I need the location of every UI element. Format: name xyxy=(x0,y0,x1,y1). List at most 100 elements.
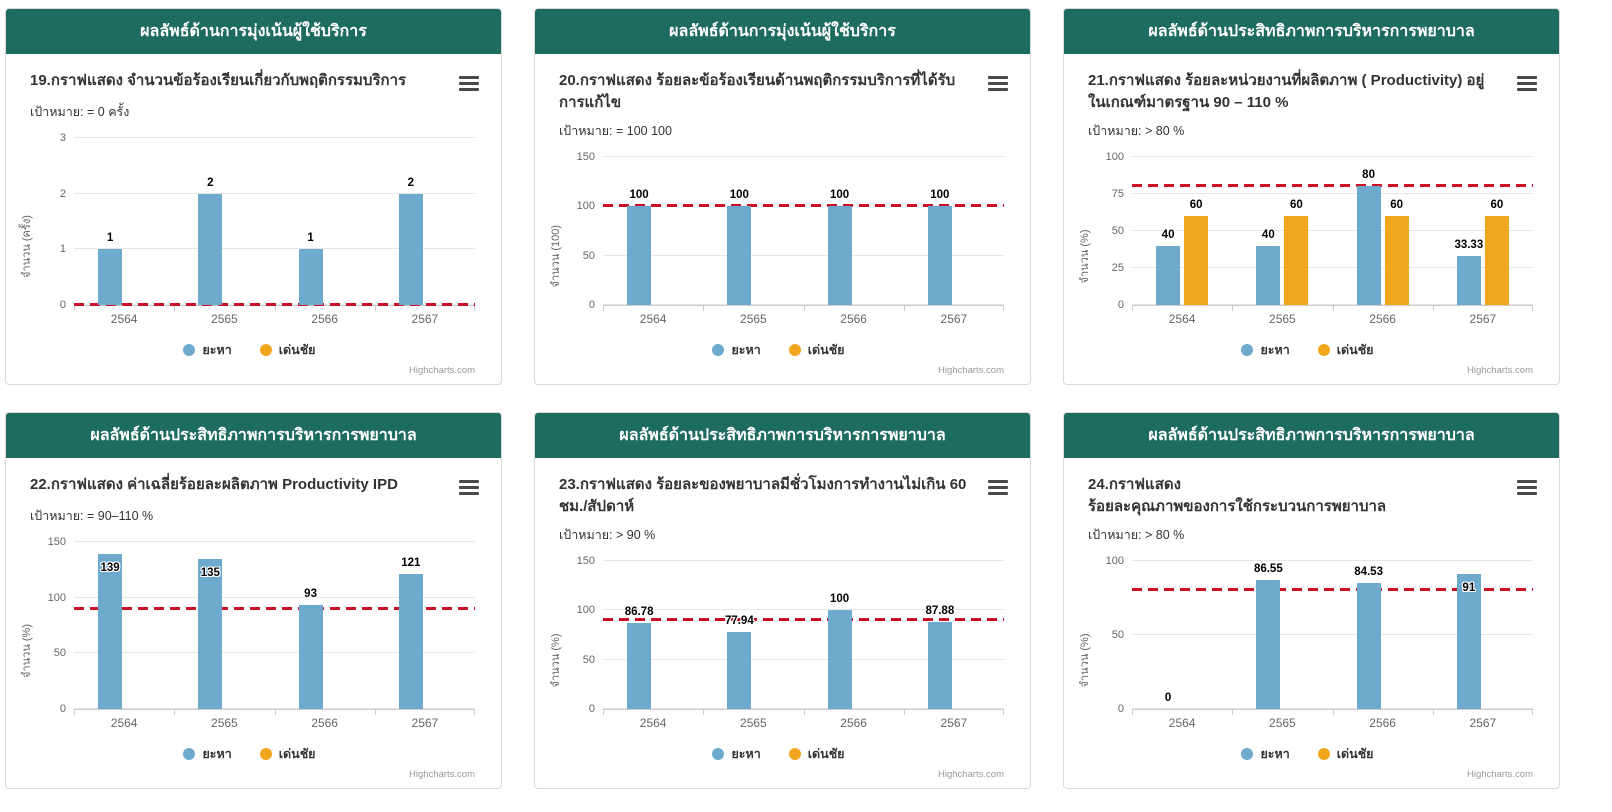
x-axis-label: 2567 xyxy=(940,716,968,730)
target-line xyxy=(1132,588,1533,592)
charts-dashboard: ผลลัพธ์ด้านการมุ่งเน้นผู้ใช้บริการ 19.กร… xyxy=(5,8,1560,789)
legend-item[interactable]: ยะหา xyxy=(1241,340,1290,360)
gridline xyxy=(74,248,475,250)
legend-label: ยะหา xyxy=(731,343,761,357)
legend-marker-icon xyxy=(788,748,801,760)
bar[interactable] xyxy=(927,622,952,709)
bar[interactable] xyxy=(1384,215,1409,305)
bar[interactable] xyxy=(1256,245,1281,305)
bar-value-label: 77.94 xyxy=(724,614,754,627)
hamburger-menu-icon[interactable] xyxy=(457,72,481,95)
bar[interactable] xyxy=(1456,255,1481,305)
x-axis-label: 2564 xyxy=(639,312,667,326)
bar-value-label: 86.55 xyxy=(1253,563,1283,576)
y-tick-label: 100 xyxy=(47,591,66,604)
legend-item[interactable]: เด่นชัย xyxy=(788,744,845,764)
y-tick-label: 0 xyxy=(1117,703,1124,715)
hamburger-menu-icon[interactable] xyxy=(986,476,1010,499)
x-tick xyxy=(274,709,276,715)
y-tick-label: 2 xyxy=(59,187,66,200)
legend-label: เด่นชัย xyxy=(278,747,316,761)
y-tick-label: 25 xyxy=(1111,261,1124,274)
legend-item[interactable]: ยะหา xyxy=(183,744,232,764)
bar[interactable] xyxy=(727,206,752,305)
bar[interactable] xyxy=(398,574,423,709)
bar[interactable] xyxy=(1456,573,1481,709)
legend-label: ยะหา xyxy=(202,747,232,761)
legend-marker-icon xyxy=(183,344,196,356)
highcharts-credit[interactable]: Highcharts.com xyxy=(409,365,475,376)
bar[interactable] xyxy=(198,558,223,709)
x-tick xyxy=(74,709,75,715)
chart-subtitle: เป้าหมาย: > 80 % xyxy=(1088,123,1185,138)
highcharts-credit[interactable]: Highcharts.com xyxy=(409,769,475,780)
legend-item[interactable]: เด่นชัย xyxy=(788,340,845,360)
highcharts-credit[interactable]: Highcharts.com xyxy=(938,365,1004,376)
bar[interactable] xyxy=(1184,215,1209,305)
highcharts-credit[interactable]: Highcharts.com xyxy=(1467,769,1533,780)
bar-value-label: 2 xyxy=(407,176,415,189)
hamburger-menu-icon[interactable] xyxy=(986,72,1010,95)
bar[interactable] xyxy=(827,206,852,305)
gridline xyxy=(603,155,1004,157)
legend-label: ยะหา xyxy=(731,747,761,761)
bar[interactable] xyxy=(1484,215,1509,305)
y-tick-label: 0 xyxy=(588,299,595,311)
panel-header-text: ผลลัพธ์ด้านการมุ่งเน้นผู้ใช้บริการ xyxy=(140,23,367,40)
bar[interactable] xyxy=(627,206,652,305)
plot-area: 0 25 50 75 100 2564 2565 2566 2567 40 40 80 33.33 60 6… xyxy=(1106,151,1533,326)
bar-value-label: 40 xyxy=(1261,228,1275,241)
bar[interactable] xyxy=(98,554,123,709)
bar[interactable] xyxy=(727,631,752,709)
bar[interactable] xyxy=(1256,580,1281,709)
legend-marker-icon xyxy=(1317,748,1330,760)
legend-item[interactable]: เด่นชัย xyxy=(259,744,316,764)
x-tick xyxy=(1332,305,1334,311)
highcharts-credit[interactable]: Highcharts.com xyxy=(938,769,1004,780)
legend-item[interactable]: ยะหา xyxy=(712,340,761,360)
bar[interactable] xyxy=(198,193,223,305)
bar-value-label: 60 xyxy=(1290,198,1303,211)
y-tick-label: 50 xyxy=(53,647,66,660)
bar[interactable] xyxy=(827,610,852,709)
legend: ยะหา เด่นชัย xyxy=(547,337,1010,363)
bar-value-label: 86.78 xyxy=(624,606,654,619)
bar[interactable] xyxy=(298,249,323,305)
legend-label: เด่นชัย xyxy=(807,747,845,761)
legend-item[interactable]: ยะหา xyxy=(183,340,232,360)
x-tick xyxy=(174,305,176,311)
legend-item[interactable]: ยะหา xyxy=(712,744,761,764)
legend-item[interactable]: เด่นชัย xyxy=(1317,744,1374,764)
bar[interactable] xyxy=(298,605,323,709)
hamburger-menu-icon[interactable] xyxy=(457,476,481,499)
bar-value-label: 100 xyxy=(829,189,850,202)
x-tick xyxy=(1232,709,1234,715)
y-tick-label: 1 xyxy=(59,243,66,256)
x-axis-label: 2567 xyxy=(411,312,439,326)
legend-item[interactable]: ยะหา xyxy=(1241,744,1290,764)
x-axis-label: 2567 xyxy=(1469,716,1497,730)
highcharts-credit[interactable]: Highcharts.com xyxy=(1467,365,1533,376)
legend: ยะหา เด่นชัย xyxy=(18,337,481,363)
y-tick-label: 100 xyxy=(576,604,595,617)
legend-marker-icon xyxy=(259,748,272,760)
bar[interactable] xyxy=(627,623,652,709)
gridline xyxy=(1132,266,1533,268)
bar[interactable] xyxy=(398,193,423,305)
gridline xyxy=(1132,229,1533,231)
bar-value-label: 2 xyxy=(207,176,214,189)
y-axis-title: จำนวน (%) xyxy=(21,623,33,678)
bar[interactable] xyxy=(1156,245,1181,305)
hamburger-menu-icon[interactable] xyxy=(1515,72,1539,95)
legend-item[interactable]: เด่นชัย xyxy=(1317,340,1374,360)
x-axis-label: 2564 xyxy=(1168,312,1196,326)
bar[interactable] xyxy=(1284,215,1309,305)
bar[interactable] xyxy=(98,249,123,305)
bar[interactable] xyxy=(1356,186,1381,305)
bar[interactable] xyxy=(1356,583,1381,709)
plot-area: 0 50 100 150 2564 2565 2566 2567 86.78 77.94 100 87… xyxy=(577,555,1004,730)
bar[interactable] xyxy=(927,206,952,305)
legend-item[interactable]: เด่นชัย xyxy=(259,340,316,360)
hamburger-menu-icon[interactable] xyxy=(1515,476,1539,499)
plot-area: 0 1 2 3 2564 2565 2566 2567 1 2 1 2 xyxy=(60,132,475,326)
